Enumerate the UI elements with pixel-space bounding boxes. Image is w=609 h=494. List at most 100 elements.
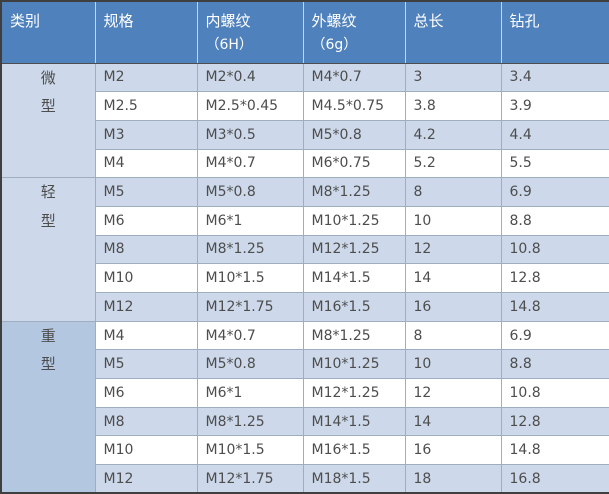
data-cell: 14 [404, 406, 502, 437]
category-cell: 轻 型 [0, 177, 96, 322]
data-cell: M14*1.5 [302, 406, 406, 437]
header-drill-hole: 钻孔 [500, 1, 609, 64]
data-cell: M10*1.5 [196, 263, 304, 293]
data-cell: M16*1.5 [302, 435, 406, 466]
table-row: M8 M8*1.25 M12*1.25 12 10.8 [1, 234, 609, 265]
data-cell: M12*1.75 [196, 292, 304, 322]
data-cell: 14 [404, 263, 502, 293]
data-cell: M10 [94, 435, 198, 466]
header-category: 类别 [1, 1, 95, 64]
data-cell: M5 [94, 177, 198, 207]
table-row: 重 型 M4 M4*0.7 M8*1.25 8 6.9 [0, 320, 609, 494]
data-cell: M10*1.25 [302, 205, 406, 236]
data-cell: 10.8 [500, 234, 609, 265]
data-cell: 16.8 [500, 464, 609, 494]
data-cell: M6*1 [196, 205, 304, 236]
table-header: 类别 规格 内螺纹 （6H） 外螺纹 （6g） 总长 钻孔 [1, 1, 609, 64]
data-cell: M4 [94, 320, 198, 351]
data-cell: M2.5 [94, 91, 198, 121]
data-cell: 10.8 [500, 378, 609, 408]
data-cell: 14.8 [500, 292, 609, 322]
header-total-length-label: 总长 [413, 12, 444, 30]
data-cell: 12 [404, 378, 502, 408]
data-cell: 3.4 [500, 62, 609, 93]
data-cell: M12 [94, 464, 198, 494]
data-cell: M6 [94, 205, 198, 236]
table-row: 微 型 M2 M2*0.4 M4*0.7 3 3.4 [0, 62, 609, 179]
header-external-thread: 外螺纹 （6g） [302, 1, 405, 64]
data-cell: 12 [404, 234, 502, 265]
table-row: M6 M6*1 M12*1.25 12 10.8 [1, 378, 609, 408]
header-internal-thread-label: 内螺纹 [205, 12, 251, 30]
data-cell: 12.8 [500, 406, 609, 437]
header-drill-hole-label: 钻孔 [509, 12, 540, 30]
table-row: M10 M10*1.5 M16*1.5 16 14.8 [1, 435, 609, 466]
data-cell: 6.9 [500, 320, 609, 351]
data-cell: 5.2 [404, 148, 502, 179]
data-cell: M8*1.25 [196, 406, 304, 437]
data-cell: M12 [94, 292, 198, 322]
data-cell: M5*0.8 [302, 119, 406, 150]
category-cell: 重 型 [0, 320, 96, 494]
data-cell: M5*0.8 [196, 349, 304, 380]
data-cell: M8*1.25 [196, 234, 304, 265]
data-cell: 16 [404, 292, 502, 322]
data-cell: 3.9 [500, 91, 609, 121]
table-row: 轻 型 M5 M5*0.8 M8*1.25 8 6.9 [0, 177, 609, 322]
table-body: 微 型 M2 M2*0.4 M4*0.7 3 3.4 M2.5 M2.5*0.45 M4.5*0… [0, 62, 609, 494]
header-spec: 规格 [94, 1, 197, 64]
data-cell: 8.8 [500, 205, 609, 236]
data-cell: 16 [404, 435, 502, 466]
table-row: M8 M8*1.25 M14*1.5 14 12.8 [1, 406, 609, 437]
data-cell: 10 [404, 205, 502, 236]
header-external-thread-sub: （6g） [311, 37, 358, 53]
data-cell: M8 [94, 406, 198, 437]
data-cell: M5 [94, 349, 198, 380]
header-category-label: 类别 [10, 12, 41, 30]
data-cell: M8*1.25 [302, 320, 406, 351]
data-cell: M8*1.25 [302, 177, 406, 207]
data-cell: 8.8 [500, 349, 609, 380]
data-cell: 4.2 [404, 119, 502, 150]
category-cell: 微 型 [0, 62, 96, 179]
data-cell: 3 [404, 62, 502, 93]
header-row: 类别 规格 内螺纹 （6H） 外螺纹 （6g） 总长 钻孔 [1, 1, 609, 64]
data-cell: 12.8 [500, 263, 609, 293]
data-cell: M6*1 [196, 378, 304, 408]
data-cell: M3*0.5 [196, 119, 304, 150]
table-row: M10 M10*1.5 M14*1.5 14 12.8 [1, 263, 609, 293]
data-cell: M10*1.5 [196, 435, 304, 466]
data-cell: M6 [94, 378, 198, 408]
data-cell: 4.4 [500, 119, 609, 150]
table-row: M2.5 M2.5*0.45 M4.5*0.75 3.8 3.9 [1, 91, 609, 121]
table-row: M12 M12*1.75 M18*1.5 18 16.8 [1, 464, 609, 494]
header-internal-thread-sub: （6H） [205, 37, 253, 53]
table-row: M5 M5*0.8 M10*1.25 10 8.8 [1, 349, 609, 380]
data-cell: M3 [94, 119, 198, 150]
data-cell: 3.8 [404, 91, 502, 121]
data-cell: 14.8 [500, 435, 609, 466]
data-cell: 10 [404, 349, 502, 380]
data-cell: 18 [404, 464, 502, 494]
data-cell: M12*1.25 [302, 378, 406, 408]
data-cell: M4.5*0.75 [302, 91, 406, 121]
data-cell: M16*1.5 [302, 292, 406, 322]
data-cell: M4*0.7 [196, 320, 304, 351]
data-cell: 5.5 [500, 148, 609, 179]
data-cell: M12*1.75 [196, 464, 304, 494]
header-spec-label: 规格 [103, 12, 134, 30]
data-cell: M18*1.5 [302, 464, 406, 494]
data-cell: M14*1.5 [302, 263, 406, 293]
data-cell: M10*1.25 [302, 349, 406, 380]
data-cell: M4*0.7 [196, 148, 304, 179]
header-total-length: 总长 [404, 1, 501, 64]
data-cell: M4 [94, 148, 198, 179]
data-cell: M12*1.25 [302, 234, 406, 265]
data-cell: M4*0.7 [302, 62, 406, 93]
header-internal-thread: 内螺纹 （6H） [196, 1, 303, 64]
table-row: M4 M4*0.7 M6*0.75 5.2 5.5 [1, 148, 609, 179]
header-external-thread-label: 外螺纹 [311, 12, 357, 30]
data-cell: M6*0.75 [302, 148, 406, 179]
data-cell: M2*0.4 [196, 62, 304, 93]
table-row: M3 M3*0.5 M5*0.8 4.2 4.4 [1, 119, 609, 150]
